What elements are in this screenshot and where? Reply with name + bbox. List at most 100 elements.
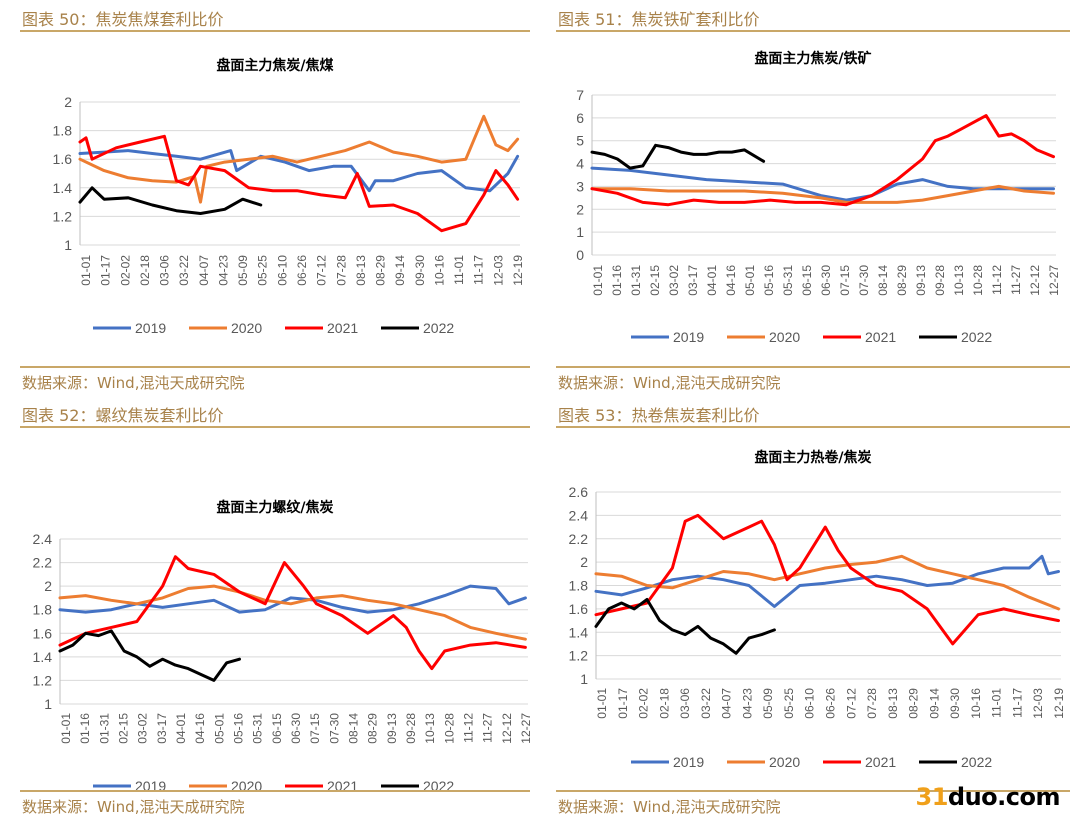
series-line-2021 (590, 114, 1055, 207)
x-tick-label: 06-15 (270, 713, 284, 744)
panel-bottom-left: 图表 52：螺纹焦炭套利比价 盘面主力螺纹/焦炭 1 1.2 1.4 1.6 1.8 2 2.… (20, 398, 533, 819)
x-tick-label: 05-01 (212, 713, 226, 744)
x-tick-label: 09-30 (413, 255, 427, 286)
y-tick-label: 1 (576, 224, 584, 240)
series-line-2022 (58, 629, 241, 682)
legend-label: 2020 (231, 320, 262, 336)
y-tick-label: 7 (576, 87, 584, 103)
chart-title: 盘面主力焦炭/铁矿 (754, 50, 871, 67)
source-rule (20, 366, 530, 368)
x-tick-label: 07-15 (308, 713, 322, 744)
x-tick-label: 06-10 (275, 255, 289, 286)
x-tick-label: 09-13 (385, 713, 399, 744)
legend-label: 2022 (961, 329, 992, 345)
chart-coke-ore-ratio: 盘面主力焦炭/铁矿 0 1 2 3 4 5 6 7 01-01 01-16 01-31 02-15 03-… (576, 50, 1061, 345)
x-tick-label: 11-01 (452, 255, 466, 285)
legend-label: 2019 (673, 754, 704, 770)
x-tick-label: 11-12 (462, 713, 476, 743)
legend-label: 2021 (865, 754, 896, 770)
legend-label: 2019 (135, 320, 166, 336)
y-tick-label: 2.2 (569, 531, 589, 547)
x-tick-label: 11-12 (990, 265, 1004, 295)
x-tick-label: 06-26 (295, 255, 309, 286)
x-tick-label: 01-01 (595, 688, 609, 719)
watermark-rest: duo.com (947, 783, 1061, 811)
x-tick-label: 02-15 (117, 713, 131, 744)
x-tick-label: 05-25 (256, 255, 270, 286)
x-tick-label: 07-12 (315, 255, 329, 286)
x-tick-label: 12-19 (511, 255, 525, 286)
chart-rebar-coke-ratio: 盘面主力螺纹/焦炭 1 1.2 1.4 1.6 1.8 2 2.2 2.4 01-01 01-16 0… (33, 499, 533, 794)
panel-bottom-right: 图表 53：热卷焦炭套利比价 盘面主力热卷/焦炭 1 1.2 1.4 1.6 1.8 2 2.… (556, 398, 1070, 819)
x-tick-label: 09-13 (914, 265, 928, 296)
series-line-2022 (78, 186, 263, 215)
x-tick-label: 03-17 (155, 713, 169, 744)
x-tick-label: 04-23 (740, 688, 754, 719)
y-tick-label: 2 (580, 554, 588, 570)
series-line-2022 (594, 598, 776, 655)
y-tick-label: 6 (576, 110, 584, 126)
x-tick-label: 09-28 (933, 265, 947, 296)
x-tick-label: 11-17 (472, 255, 486, 285)
y-tick-label: 1.4 (53, 180, 73, 196)
legend-label: 2019 (673, 329, 704, 345)
series-line-2021 (58, 555, 527, 671)
y-tick-label: 5 (576, 133, 584, 149)
chart-coke-coal-ratio: 盘面主力焦炭/焦煤 1 1.2 1.4 1.6 1.8 2 01-01 01-17 02-02 02… (53, 57, 525, 336)
y-tick-label: 2.4 (569, 507, 589, 523)
y-tick-label: 1.4 (569, 624, 589, 640)
x-tick-label: 03-22 (699, 688, 713, 719)
y-tick-label: 1.6 (569, 601, 589, 617)
x-tick-label: 10-16 (432, 255, 446, 286)
x-tick-label: 02-02 (118, 255, 132, 286)
chart-title: 盘面主力螺纹/焦炭 (216, 499, 333, 516)
x-tick-label: 04-23 (216, 255, 230, 286)
x-tick-label: 10-28 (442, 713, 456, 744)
x-tick-label: 12-03 (491, 255, 505, 286)
x-tick-label: 08-14 (347, 713, 361, 744)
y-tick-label: 1.2 (53, 208, 73, 224)
title-rule (20, 30, 530, 32)
source-rule (556, 366, 1070, 368)
x-tick-label: 07-30 (857, 265, 871, 296)
x-tick-label: 04-01 (705, 265, 719, 296)
x-tick-label: 04-16 (193, 713, 207, 744)
x-tick-label: 06-30 (289, 713, 303, 744)
series-line-2020 (590, 184, 1055, 204)
y-tick-label: 1 (44, 696, 52, 712)
source-rule (20, 790, 530, 792)
x-tick-label: 01-16 (78, 713, 92, 744)
x-tick-label: 10-13 (952, 265, 966, 296)
x-tick-label: 02-02 (637, 688, 651, 719)
x-tick-label: 08-29 (366, 713, 380, 744)
x-tick-label: 05-09 (761, 688, 775, 719)
x-tick-label: 03-17 (686, 265, 700, 296)
series-line-2019 (58, 584, 527, 614)
legend-label: 2020 (769, 754, 800, 770)
x-tick-label: 02-18 (657, 688, 671, 719)
x-tick-label: 03-02 (667, 265, 681, 296)
x-tick-label: 07-15 (838, 265, 852, 296)
x-tick-label: 01-01 (591, 265, 605, 296)
y-tick-label: 1.4 (33, 649, 53, 665)
x-tick-label: 03-06 (678, 688, 692, 719)
y-tick-label: 2.6 (569, 484, 589, 500)
x-tick-label: 08-13 (886, 688, 900, 719)
series-line-2020 (78, 114, 520, 204)
y-tick-label: 2 (44, 578, 52, 594)
legend-label: 2021 (865, 329, 896, 345)
x-tick-label: 10-13 (423, 713, 437, 744)
y-tick-label: 0 (576, 247, 584, 263)
y-tick-label: 1.6 (53, 151, 73, 167)
y-tick-label: 1.8 (569, 578, 589, 594)
series-line-2019 (590, 166, 1055, 202)
source-note: 数据来源：Wind,混沌天成研究院 (558, 374, 781, 392)
x-tick-label: 06-30 (819, 265, 833, 296)
series-line-2019 (594, 554, 1060, 608)
series-line-2021 (594, 513, 1060, 646)
x-tick-label: 12-03 (1031, 688, 1045, 719)
x-tick-label: 03-06 (158, 255, 172, 286)
series-line-2019 (78, 149, 520, 193)
x-tick-label: 04-01 (174, 713, 188, 744)
y-tick-label: 1 (580, 671, 588, 687)
